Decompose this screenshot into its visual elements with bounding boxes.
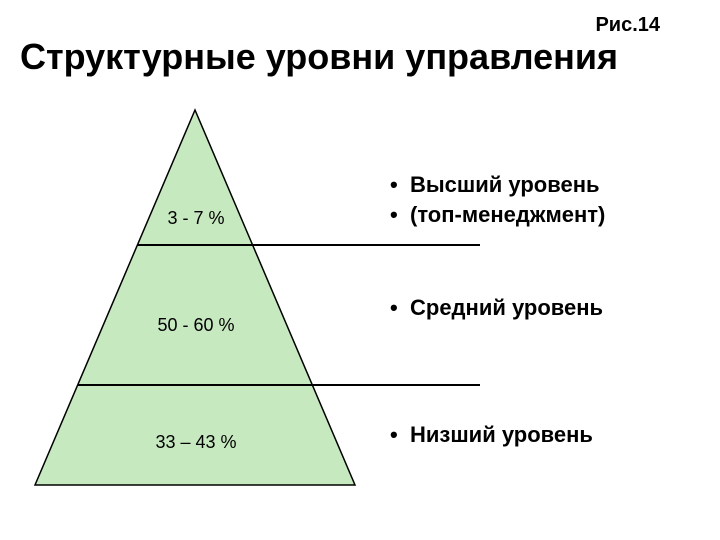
bullet-block-middle: •Средний уровень [390, 295, 603, 325]
figure-label: Рис.14 [595, 14, 660, 37]
bullet-text: Средний уровень [410, 295, 603, 320]
level-pct-middle: 50 - 60 % [136, 315, 256, 336]
level-pct-bottom: 33 – 43 % [136, 432, 256, 453]
bullet-text: (топ-менеджмент) [410, 202, 605, 227]
pyramid-diagram: 3 - 7 % 50 - 60 % 33 – 43 % •Высший уров… [0, 100, 720, 520]
page-title: Структурные уровни управления [20, 36, 710, 78]
bullet-block-top: •Высший уровень •(топ-менеджмент) [390, 172, 605, 232]
pyramid-svg [0, 100, 720, 520]
bullet-text: Высший уровень [410, 172, 600, 197]
bullet-text: Низший уровень [410, 422, 593, 447]
bullet-block-bottom: •Низший уровень [390, 422, 593, 452]
pyramid-triangle [35, 110, 355, 485]
level-pct-top: 3 - 7 % [136, 208, 256, 229]
